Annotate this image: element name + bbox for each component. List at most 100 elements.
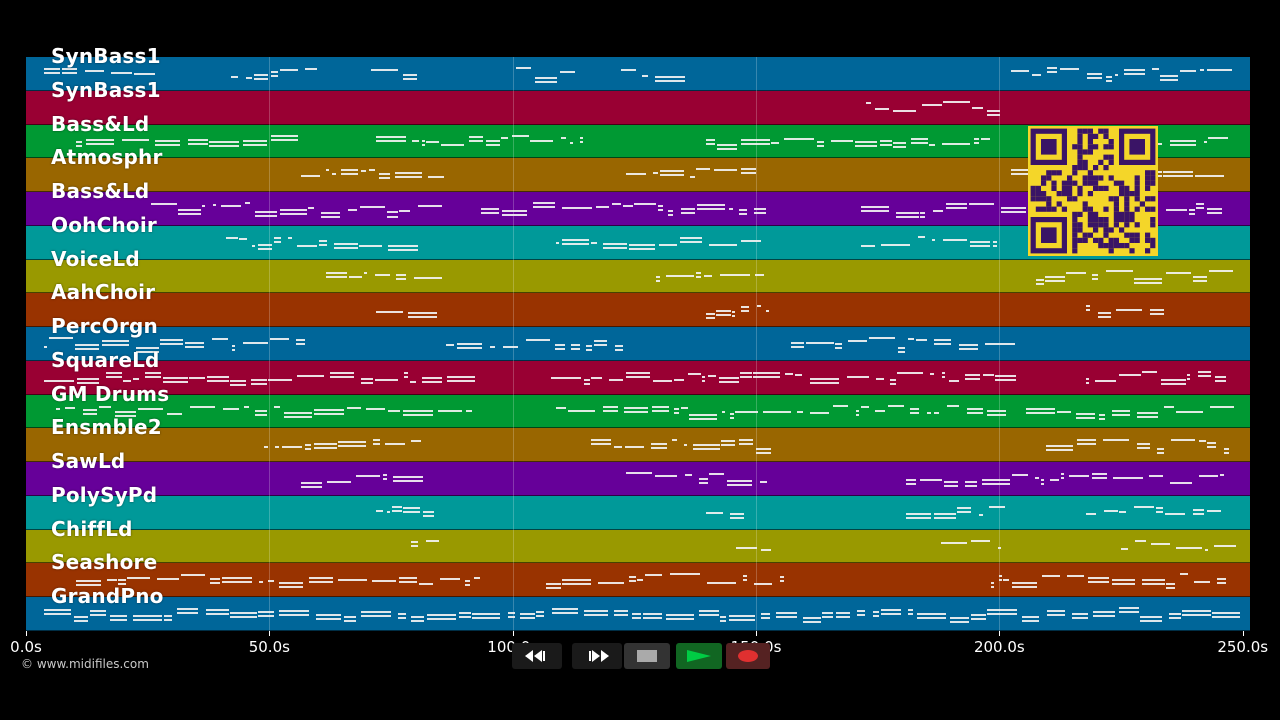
midi-note xyxy=(326,271,347,274)
midi-note xyxy=(857,610,865,613)
midi-note xyxy=(508,616,515,619)
midi-note xyxy=(974,137,979,140)
midi-note xyxy=(503,345,518,348)
midi-note xyxy=(422,381,442,384)
midi-note xyxy=(668,210,673,213)
midi-note xyxy=(866,101,871,104)
fast-forward-button[interactable] xyxy=(572,643,622,669)
midi-note xyxy=(271,139,298,142)
midi-note xyxy=(1215,375,1226,378)
midi-note xyxy=(190,406,215,409)
midi-note xyxy=(188,138,208,141)
midi-note xyxy=(1196,207,1204,210)
midi-note xyxy=(1204,140,1207,143)
midi-note xyxy=(947,405,959,408)
midi-note xyxy=(1193,512,1204,515)
midi-note xyxy=(536,614,544,617)
midi-note xyxy=(376,510,383,513)
track-lane xyxy=(26,293,1250,327)
midi-note xyxy=(681,406,688,409)
midi-note xyxy=(136,350,159,353)
midi-note xyxy=(1224,451,1229,454)
record-button[interactable] xyxy=(726,643,770,669)
midi-note xyxy=(418,205,442,208)
midi-note xyxy=(719,381,739,384)
track-label: Seashore xyxy=(51,550,158,575)
midi-note xyxy=(861,205,889,208)
midi-note xyxy=(136,346,159,349)
track-label: GM Drums xyxy=(51,381,170,406)
track-label: OohChoir xyxy=(51,212,157,237)
midi-note xyxy=(1149,474,1163,477)
midi-note xyxy=(556,241,559,244)
midi-note xyxy=(403,77,417,80)
midi-note xyxy=(943,101,970,104)
midi-note xyxy=(44,380,74,383)
midi-note xyxy=(412,139,419,142)
rewind-button[interactable] xyxy=(512,643,562,669)
midi-note xyxy=(361,615,391,618)
midi-note xyxy=(1155,142,1162,145)
stop-button[interactable] xyxy=(624,643,670,669)
midi-note xyxy=(1208,137,1228,140)
midi-note xyxy=(855,140,877,143)
midi-note xyxy=(643,616,662,619)
midi-note xyxy=(910,407,919,410)
midi-note xyxy=(178,212,201,215)
track-label: ChiffLd xyxy=(51,516,133,541)
midi-note xyxy=(210,582,220,585)
midi-note xyxy=(688,372,701,375)
midi-note xyxy=(1176,547,1202,550)
midi-note xyxy=(1112,578,1135,581)
midi-note xyxy=(888,404,904,407)
midi-note xyxy=(316,617,341,620)
midi-note xyxy=(258,244,272,247)
midi-note xyxy=(115,414,136,417)
midi-note xyxy=(1170,144,1196,147)
midi-note xyxy=(1180,69,1196,72)
midi-note xyxy=(279,582,303,585)
midi-note xyxy=(274,236,281,239)
midi-note xyxy=(944,484,958,487)
midi-note xyxy=(393,476,423,479)
midi-note xyxy=(1121,548,1128,551)
midi-note xyxy=(271,71,278,74)
midi-note xyxy=(693,447,720,450)
midi-note xyxy=(1086,381,1089,384)
midi-note xyxy=(422,143,425,146)
midi-note xyxy=(1156,507,1163,510)
midi-note xyxy=(338,444,366,447)
time-tick-label: 250.0s xyxy=(1217,638,1269,656)
midi-note xyxy=(1156,511,1163,514)
midi-note xyxy=(230,380,246,383)
midi-note xyxy=(897,372,923,375)
midi-note xyxy=(1165,512,1185,515)
midi-note xyxy=(76,145,82,148)
midi-note xyxy=(932,238,935,241)
midi-note xyxy=(86,139,114,142)
midi-note xyxy=(414,276,442,279)
midi-note xyxy=(645,573,662,576)
track-lane xyxy=(26,90,1250,125)
midi-note xyxy=(918,235,925,238)
midi-note xyxy=(398,613,406,616)
midi-note xyxy=(138,408,163,410)
midi-note xyxy=(474,576,480,579)
midi-note xyxy=(697,204,725,207)
midi-note xyxy=(1170,140,1196,143)
midi-note xyxy=(917,616,946,619)
play-button[interactable] xyxy=(676,643,722,669)
midi-note xyxy=(856,413,859,416)
midi-note xyxy=(999,575,1002,578)
midi-note xyxy=(1137,446,1150,449)
midi-note xyxy=(502,210,527,213)
midi-note xyxy=(90,613,106,616)
midi-note xyxy=(428,176,444,179)
midi-note xyxy=(893,141,906,144)
midi-note xyxy=(736,546,757,549)
midi-note xyxy=(933,209,943,212)
midi-note xyxy=(632,616,641,619)
midi-note xyxy=(274,240,281,243)
midi-note xyxy=(696,168,710,171)
midi-note xyxy=(797,411,803,414)
